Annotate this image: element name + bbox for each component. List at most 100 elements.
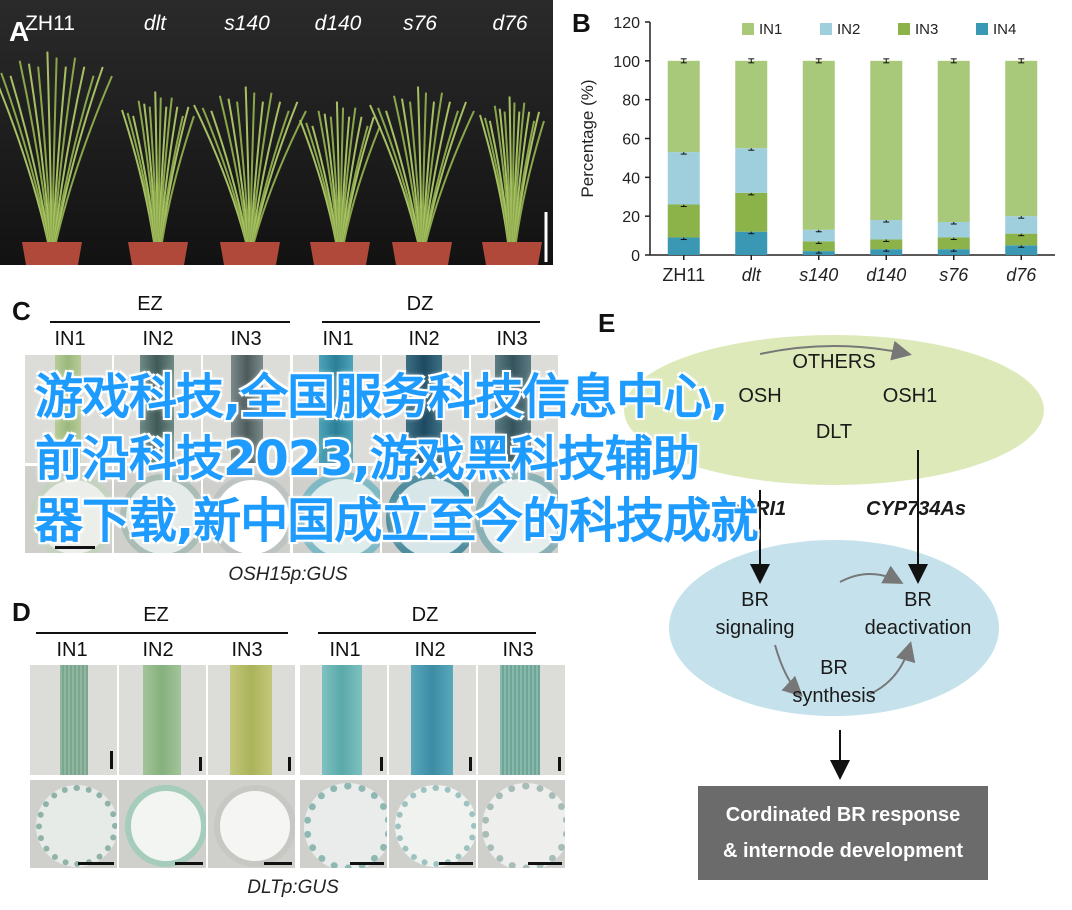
plant-leaf: [161, 115, 195, 243]
panel-a-photo: A ZH11 dlt s140 d140 s76 d76: [0, 0, 553, 265]
legend-label-in3: IN3: [915, 21, 938, 38]
bar-in3: [735, 192, 768, 232]
plant-label-dlt: dlt: [143, 12, 167, 35]
plant-leaf: [323, 113, 340, 243]
final-outcome-line2: & internode development: [722, 840, 964, 862]
plant-leaf: [158, 97, 173, 243]
bar-in1: [802, 60, 835, 230]
node-br-signaling-line1: BR: [741, 589, 769, 611]
bar-in2: [667, 152, 700, 205]
cross-section-d-1: [30, 780, 117, 868]
plant-leaf: [335, 101, 341, 243]
node-br-deactivation: BR deactivation: [865, 586, 972, 642]
plant-leaf: [421, 101, 435, 243]
plant-leaf: [218, 95, 249, 243]
cross-section-d-5: [389, 780, 476, 868]
cross-section-c-3: [203, 466, 290, 553]
plant-leaf: [0, 86, 49, 243]
bar-in4: [870, 249, 903, 255]
stem-image-d-2: [119, 665, 206, 775]
plant-pot: [482, 242, 542, 265]
bar-in1: [735, 60, 768, 149]
plant-leaf: [329, 116, 341, 243]
x-tick-label: dlt: [742, 265, 762, 285]
panel-e-letter: E: [598, 308, 616, 338]
sublabel-d-dz-in1: IN1: [329, 639, 361, 661]
plant-leaf: [311, 125, 339, 243]
stacked-bar-chart: 0 20 40 60 80 100 120 Percentage (%) ZH11 dlt s140…: [578, 15, 1055, 285]
plant-pot: [128, 242, 188, 265]
plant-leaf: [409, 101, 423, 243]
sublabel-d-ez-in3: IN3: [231, 639, 263, 661]
y-tick-label: 60: [622, 132, 640, 149]
y-tick-label: 80: [622, 93, 640, 110]
bar-in2: [802, 229, 835, 242]
plant-pot: [392, 242, 452, 265]
rice-plants-photo: [0, 0, 553, 265]
sublabel-ez-in1: IN1: [54, 328, 86, 350]
plant-leaf: [340, 107, 357, 243]
bar-in1: [937, 60, 970, 222]
plant-leaf: [393, 95, 421, 243]
plant-leaf: [54, 66, 104, 243]
overlay-line-2: 前沿科技2023,游戏黑科技辅助: [35, 431, 700, 487]
cross-section-d-6: [478, 780, 565, 868]
stem-image-d-6: [478, 665, 565, 775]
plant-leaf: [132, 115, 157, 243]
plant-pot: [220, 242, 280, 265]
final-outcome-box: Cordinated BR response & internode devel…: [698, 786, 988, 880]
plant-leaf: [46, 51, 53, 243]
stem-image-c-1: [25, 355, 112, 463]
plant-leaf: [53, 66, 86, 243]
node-br-signaling: BR signaling: [716, 586, 795, 642]
sublabel-d-dz-in2: IN2: [414, 639, 446, 661]
stem-image-c-6: [471, 355, 558, 463]
plant-leaf: [251, 101, 282, 243]
plant-pot: [310, 242, 370, 265]
plant-leaf: [385, 110, 421, 243]
group-bracket-ez-d: [36, 632, 288, 634]
plant-leaf: [37, 66, 53, 243]
plant-leaf: [401, 98, 422, 243]
node-osh-partial: OSH: [738, 385, 782, 407]
bar-in1: [1005, 60, 1038, 217]
stem-image-c-3: [203, 355, 290, 463]
plant-leaf: [236, 101, 251, 243]
legend-swatch-in1: [742, 23, 754, 35]
stem-image-d-3: [208, 665, 295, 775]
plant-leaf: [193, 104, 247, 243]
plant-leaf: [51, 57, 58, 243]
legend-label-in2: IN2: [837, 21, 860, 38]
node-br-deactivation-line1: BR: [904, 589, 932, 611]
panel-d-letter: D: [12, 597, 31, 627]
group-label-ez-d: EZ: [143, 604, 169, 626]
panel-e-diagram: OTHERS OSH1 OSH DLT OsBRI1 CYP734As BR s…: [600, 300, 1070, 900]
plant-leaf: [422, 92, 443, 243]
stem-image-c-5: [382, 355, 469, 463]
plant-label-s140: s140: [224, 12, 270, 35]
stem-image-c-2: [114, 355, 201, 463]
plant-leaf: [27, 63, 52, 243]
plant-leaf: [18, 60, 51, 243]
legend-label-in4: IN4: [993, 21, 1016, 38]
plant-leaf: [515, 120, 545, 243]
x-tick-label: s140: [799, 265, 838, 285]
cross-section-c-4: [293, 466, 380, 553]
sublabel-dz-in1: IN1: [322, 328, 354, 350]
bar-in4: [937, 249, 970, 255]
group-label-ez: EZ: [137, 293, 163, 315]
final-outcome-line1: Cordinated BR response: [725, 804, 961, 826]
sublabel-dz-in3: IN3: [496, 328, 528, 350]
cross-section-d-3: [208, 780, 295, 868]
node-br-deactivation-line2: deactivation: [864, 617, 972, 639]
plant-leaf: [424, 101, 467, 243]
y-tick-label: 40: [622, 170, 640, 187]
br-cycle-ellipse: [669, 540, 999, 716]
bar-in2: [735, 148, 768, 193]
plant-leaf: [244, 86, 251, 243]
node-br-synthesis-line2: synthesis: [792, 685, 876, 707]
plant-leaf: [369, 104, 419, 243]
cross-section-c-5: [382, 466, 469, 553]
sublabel-d-ez-in2: IN2: [142, 639, 174, 661]
cross-section-d-4: [300, 780, 387, 868]
